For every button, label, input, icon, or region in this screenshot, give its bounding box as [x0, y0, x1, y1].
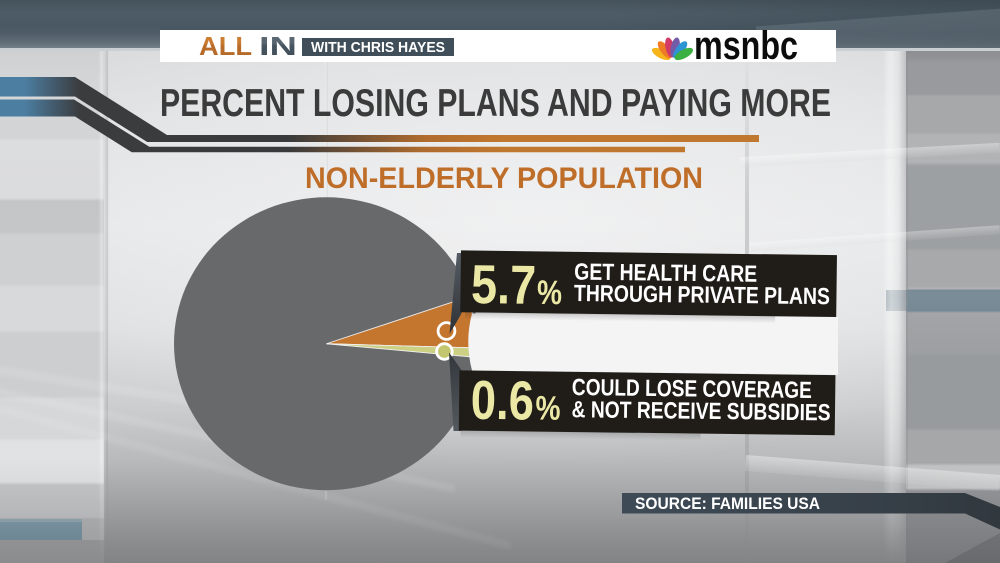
svg-text:& NOT RECEIVE SUBSIDIES: & NOT RECEIVE SUBSIDIES: [571, 396, 830, 425]
svg-text:msnbc: msnbc: [694, 24, 798, 68]
svg-text:0.6: 0.6: [471, 369, 535, 432]
svg-text:COULD LOSE COVERAGE: COULD LOSE COVERAGE: [572, 374, 812, 403]
svg-text:NON-ELDERLY POPULATION: NON-ELDERLY POPULATION: [305, 162, 703, 195]
svg-text:GET HEALTH CARE: GET HEALTH CARE: [574, 259, 757, 287]
svg-text:%: %: [535, 390, 560, 428]
svg-text:IN: IN: [259, 31, 297, 61]
svg-text:SOURCE: FAMILIES USA: SOURCE: FAMILIES USA: [635, 494, 820, 513]
svg-text:PERCENT LOSING PLANS AND PAYIN: PERCENT LOSING PLANS AND PAYING MORE: [160, 82, 831, 125]
svg-text:%: %: [537, 274, 562, 312]
svg-text:WITH CHRIS HAYES: WITH CHRIS HAYES: [311, 39, 445, 56]
svg-text:THROUGH PRIVATE PLANS: THROUGH PRIVATE PLANS: [574, 280, 830, 309]
svg-text:5.7: 5.7: [471, 253, 537, 316]
svg-text:ALL: ALL: [199, 31, 252, 61]
